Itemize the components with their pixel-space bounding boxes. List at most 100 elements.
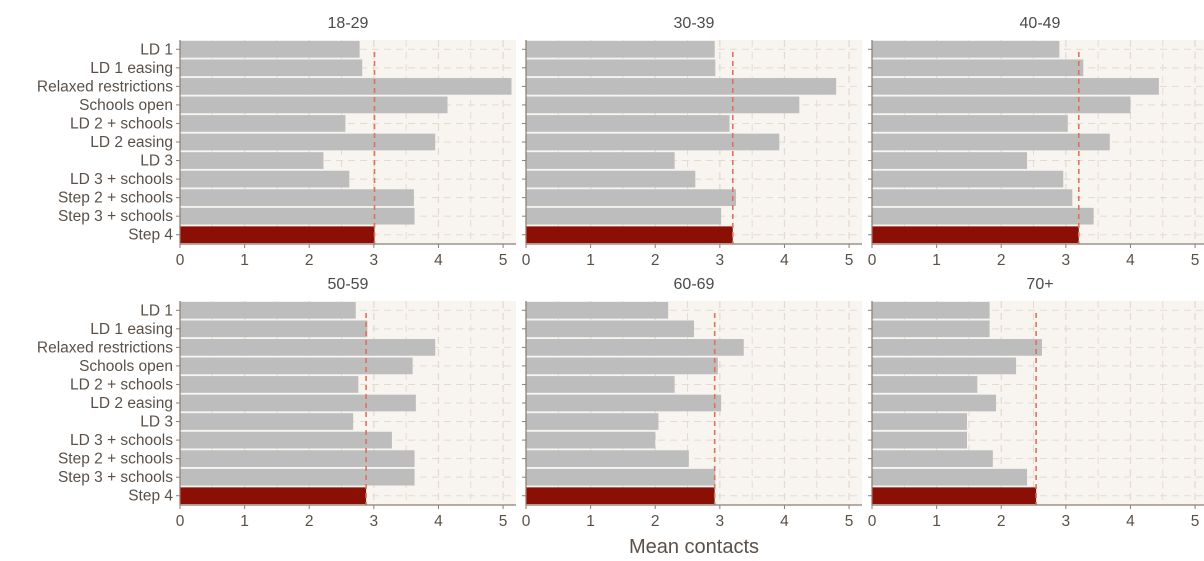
panel-40-49 (868, 40, 1204, 248)
bar-relaxed-restrictions (526, 78, 837, 95)
category-label: Relaxed restrictions (37, 78, 173, 95)
x-tick-label: 0 (522, 513, 531, 530)
bar-ld-1 (180, 301, 356, 319)
x-tick-label: 0 (176, 513, 185, 530)
bar-schools-open (526, 96, 800, 114)
category-label: LD 1 easing (90, 60, 173, 77)
bar-schools-open (180, 96, 448, 114)
bar-ld-2-schools (180, 115, 346, 132)
bar-ld-2-schools (526, 376, 675, 393)
x-tick-label: 0 (522, 252, 531, 269)
bar-relaxed-restrictions (180, 78, 512, 95)
bar-step-4 (872, 226, 1079, 244)
bar-step-4 (526, 226, 733, 244)
category-label: Step 3 + schools (58, 469, 173, 486)
x-tick-label: 2 (305, 513, 314, 530)
x-tick-label: 5 (845, 252, 854, 269)
panel-50-59 (176, 301, 516, 509)
bar-ld-1 (526, 40, 715, 58)
x-tick-label: 2 (651, 252, 660, 269)
category-label: LD 2 + schools (70, 376, 173, 393)
bar-schools-open (526, 357, 718, 375)
bar-step-2-schools (872, 189, 1073, 206)
bar-ld-1-easing (180, 59, 363, 77)
x-tick-label: 5 (845, 513, 854, 530)
category-label: Step 3 + schools (58, 208, 173, 225)
category-label: Schools open (79, 358, 173, 375)
x-tick-label: 3 (370, 252, 379, 269)
x-tick-label: 2 (997, 513, 1006, 530)
bar-relaxed-restrictions (180, 339, 436, 356)
x-tick-label: 4 (1126, 252, 1135, 269)
bar-ld-1-easing (526, 320, 694, 338)
bar-ld-1-easing (180, 320, 368, 338)
category-label: Schools open (79, 97, 173, 114)
bar-ld-2-easing (526, 394, 722, 412)
bar-relaxed-restrictions (526, 339, 744, 356)
bar-step-3-schools (180, 207, 415, 225)
x-tick-label: 1 (932, 513, 941, 530)
bar-ld-2-schools (526, 115, 730, 132)
category-label: Step 2 + schools (58, 190, 173, 207)
x-tick-label: 4 (434, 252, 443, 269)
bar-step-2-schools (526, 189, 736, 206)
facet-title: 18-29 (328, 15, 369, 32)
bar-ld-3-schools (526, 170, 696, 188)
x-tick-label: 3 (716, 252, 725, 269)
bar-step-4 (526, 487, 715, 505)
bar-ld-3-schools (180, 431, 392, 449)
category-label: LD 2 easing (90, 134, 173, 151)
x-tick-label: 2 (651, 513, 660, 530)
panel-60-69 (522, 301, 862, 509)
x-axis-title: Mean contacts (629, 536, 759, 558)
x-tick-label: 0 (868, 252, 877, 269)
x-tick-label: 2 (997, 252, 1006, 269)
bar-ld-2-easing (872, 133, 1110, 151)
x-tick-label: 1 (586, 513, 595, 530)
bar-ld-1 (180, 40, 360, 58)
category-label: LD 3 (140, 414, 173, 431)
bar-step-4 (180, 226, 375, 244)
x-tick-label: 5 (499, 513, 508, 530)
x-tick-label: 0 (868, 513, 877, 530)
bar-ld-1 (872, 301, 990, 319)
facet-title: 60-69 (674, 276, 715, 293)
bar-ld-2-easing (180, 394, 416, 412)
bar-ld-2-schools (180, 376, 359, 393)
x-tick-label: 4 (434, 513, 443, 530)
category-label: LD 3 + schools (70, 432, 173, 449)
x-tick-label: 3 (1062, 252, 1071, 269)
facet-title: 70+ (1026, 276, 1053, 293)
category-label: Step 4 (128, 227, 173, 244)
bar-ld-2-easing (872, 394, 997, 412)
bar-step-3-schools (526, 207, 722, 225)
x-tick-label: 1 (240, 252, 249, 269)
bar-step-3-schools (872, 207, 1094, 225)
bar-step-4 (180, 487, 367, 505)
x-tick-label: 5 (1191, 252, 1200, 269)
bar-ld-3 (526, 152, 675, 169)
bar-ld-2-schools (872, 115, 1068, 132)
category-label: LD 2 + schools (70, 115, 173, 132)
bar-ld-3-schools (526, 431, 656, 449)
category-label: LD 1 (140, 302, 173, 319)
x-tick-label: 1 (932, 252, 941, 269)
x-tick-label: 4 (780, 513, 789, 530)
facet-title: 30-39 (674, 15, 715, 32)
bar-ld-3 (872, 152, 1028, 169)
facet-title: 40-49 (1020, 15, 1061, 32)
bar-step-4 (872, 487, 1037, 505)
bar-step-2-schools (180, 189, 414, 206)
category-label: LD 1 easing (90, 321, 173, 338)
bar-step-2-schools (526, 450, 689, 467)
bar-ld-3 (180, 413, 354, 430)
bar-relaxed-restrictions (872, 78, 1159, 95)
category-label: Relaxed restrictions (37, 339, 173, 356)
panel-30-39 (522, 40, 862, 248)
x-tick-label: 5 (1191, 513, 1200, 530)
category-label: LD 2 easing (90, 395, 173, 412)
x-tick-label: 1 (586, 252, 595, 269)
x-tick-label: 0 (176, 252, 185, 269)
bar-ld-3 (180, 152, 324, 169)
